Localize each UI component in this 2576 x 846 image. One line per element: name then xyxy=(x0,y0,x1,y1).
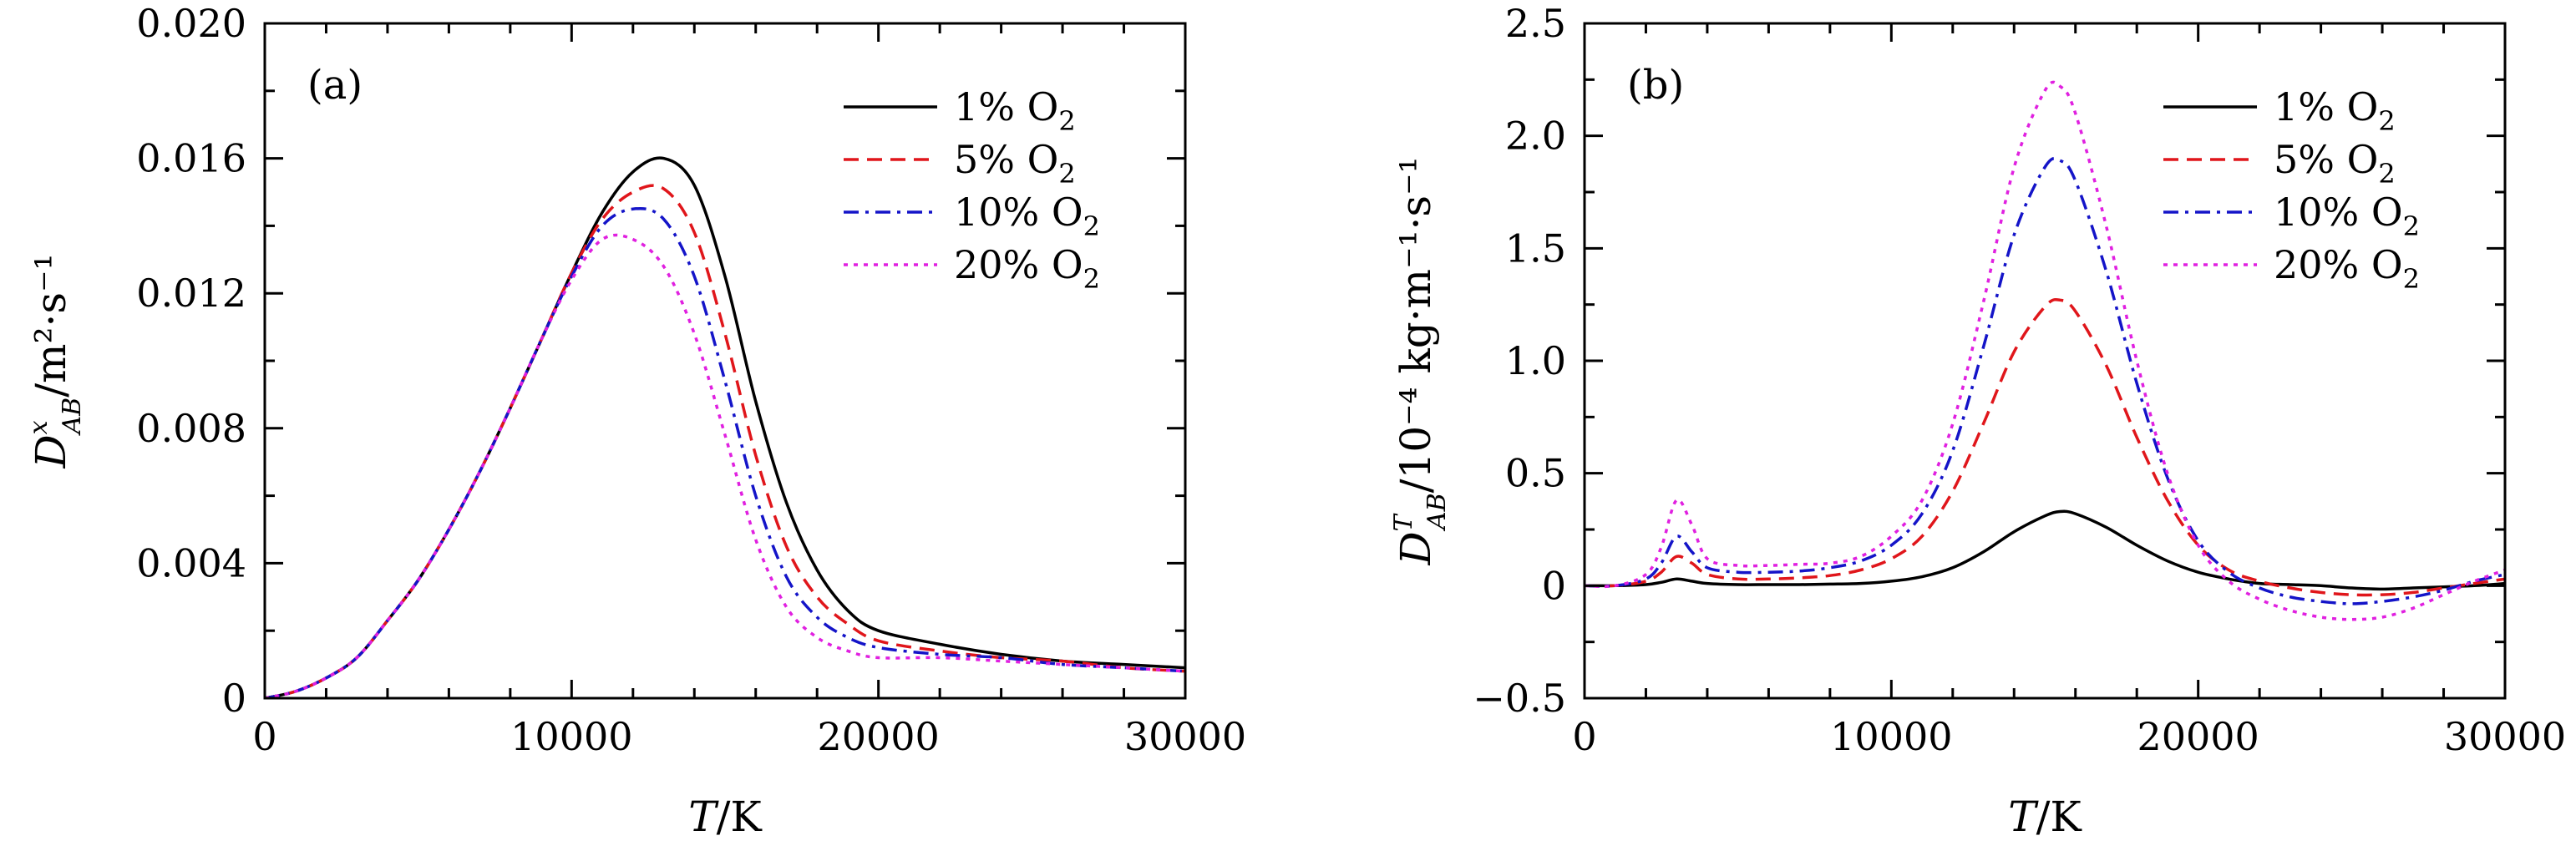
panel-a-y-axis-label: Dx AB/m²·s⁻¹ xyxy=(24,253,87,469)
panel-b-y-tick-label: 0 xyxy=(1542,563,1566,608)
panel-a-x-tick-label: 30000 xyxy=(1124,714,1246,759)
panel-a-legend-label: 1% O2 xyxy=(954,84,1076,137)
panel-b-y-tick-label: 1.5 xyxy=(1505,225,1566,271)
panel-b-series-line-1 xyxy=(1585,509,2505,591)
panel-b-x-tick-label: 10000 xyxy=(1830,714,1952,759)
panel-b-ticks xyxy=(1583,22,2507,700)
panel-a-chart: 0 10000 20000 30000 0 0.004 0.008 0.012 0.016 0.0… xyxy=(24,1,1246,841)
panel-b-legend-label: 1% O2 xyxy=(2274,84,2396,137)
panel-a-legend-item-4: 20% O2 xyxy=(844,242,1100,295)
panel-b-legend-item-3: 10% O2 xyxy=(2163,190,2420,242)
panel-a-y-tick-label: 0.016 xyxy=(136,136,246,181)
panel-a-y-tick-label: 0 xyxy=(222,676,246,721)
panel-a-series-line-2 xyxy=(265,184,1185,698)
panel-a-legend-item-1: 1% O2 xyxy=(844,84,1076,137)
panel-a-legend-item-3: 10% O2 xyxy=(844,190,1100,242)
panel-a-y-tick-label: 0.020 xyxy=(136,1,246,46)
panel-b-series-line-4 xyxy=(1585,80,2505,621)
panel-b-legend-item-2: 5% O2 xyxy=(2163,137,2396,190)
panel-b-y-tick-label: 0.5 xyxy=(1505,451,1566,496)
panel-b-x-tick-label: 0 xyxy=(1572,714,1596,759)
panel-b-plot-lines xyxy=(1585,80,2505,621)
panel-a-tag: (a) xyxy=(307,62,363,109)
panel-a-legend-label: 5% O2 xyxy=(954,137,1076,190)
panel-a-x-tick-label: 20000 xyxy=(817,714,939,759)
panel-a-y-tick-label: 0.012 xyxy=(136,271,246,316)
panel-b-y-tick-label: −0.5 xyxy=(1473,676,1566,721)
panel-b-x-tick-label: 20000 xyxy=(2137,714,2259,759)
panel-a-series-line-4 xyxy=(265,233,1185,698)
panel-b-legend-label: 20% O2 xyxy=(2274,242,2420,295)
panel-a-legend-label: 20% O2 xyxy=(954,242,1100,295)
panel-b-series-line-2 xyxy=(1585,297,2505,597)
panel-b-x-tick-label: 30000 xyxy=(2444,714,2566,759)
panel-b-chart: 0 10000 20000 30000−0.500.51.01.52.02.5 (b)… xyxy=(1389,1,2566,841)
panel-a-plot-lines xyxy=(265,156,1185,698)
panel-a-y-tick-label: 0.008 xyxy=(136,406,246,451)
panel-b-legend-item-4: 20% O2 xyxy=(2163,242,2420,295)
panel-b-legend-item-1: 1% O2 xyxy=(2163,84,2396,137)
panel-b-x-axis-label: T/K xyxy=(2008,793,2082,841)
panel-a-x-tick-label: 0 xyxy=(252,714,276,759)
panel-a-x-tick-label: 10000 xyxy=(510,714,632,759)
panel-b-y-tick-label: 1.0 xyxy=(1505,338,1566,383)
panel-b-tag: (b) xyxy=(1627,62,1684,109)
panel-b-legend-label: 5% O2 xyxy=(2274,137,2396,190)
panel-a-y-tick-label: 0.004 xyxy=(136,540,246,585)
panel-b-y-tick-label: 2.0 xyxy=(1505,114,1566,159)
panel-a-series-line-1 xyxy=(265,156,1185,698)
panel-a-ticks xyxy=(263,22,1187,700)
panel-b-legend-label: 10% O2 xyxy=(2274,190,2420,242)
panel-b-y-axis-label: DT AB/10⁻⁴ kg·m⁻¹·s⁻¹ xyxy=(1389,156,1452,565)
panel-b-tick-labels: 0 10000 20000 30000−0.500.51.01.52.02.5 xyxy=(1473,1,2566,759)
panel-b-series-line-3 xyxy=(1585,157,2505,605)
panel-b-y-tick-label: 2.5 xyxy=(1505,1,1566,46)
panel-a-legend-label: 10% O2 xyxy=(954,190,1100,242)
panel-a-x-axis-label: T/K xyxy=(688,793,763,841)
panel-a-tick-labels: 0 10000 20000 30000 0 0.004 0.008 0.012 0.016 0.0… xyxy=(136,1,1246,759)
panel-a-legend-item-2: 5% O2 xyxy=(844,137,1076,190)
